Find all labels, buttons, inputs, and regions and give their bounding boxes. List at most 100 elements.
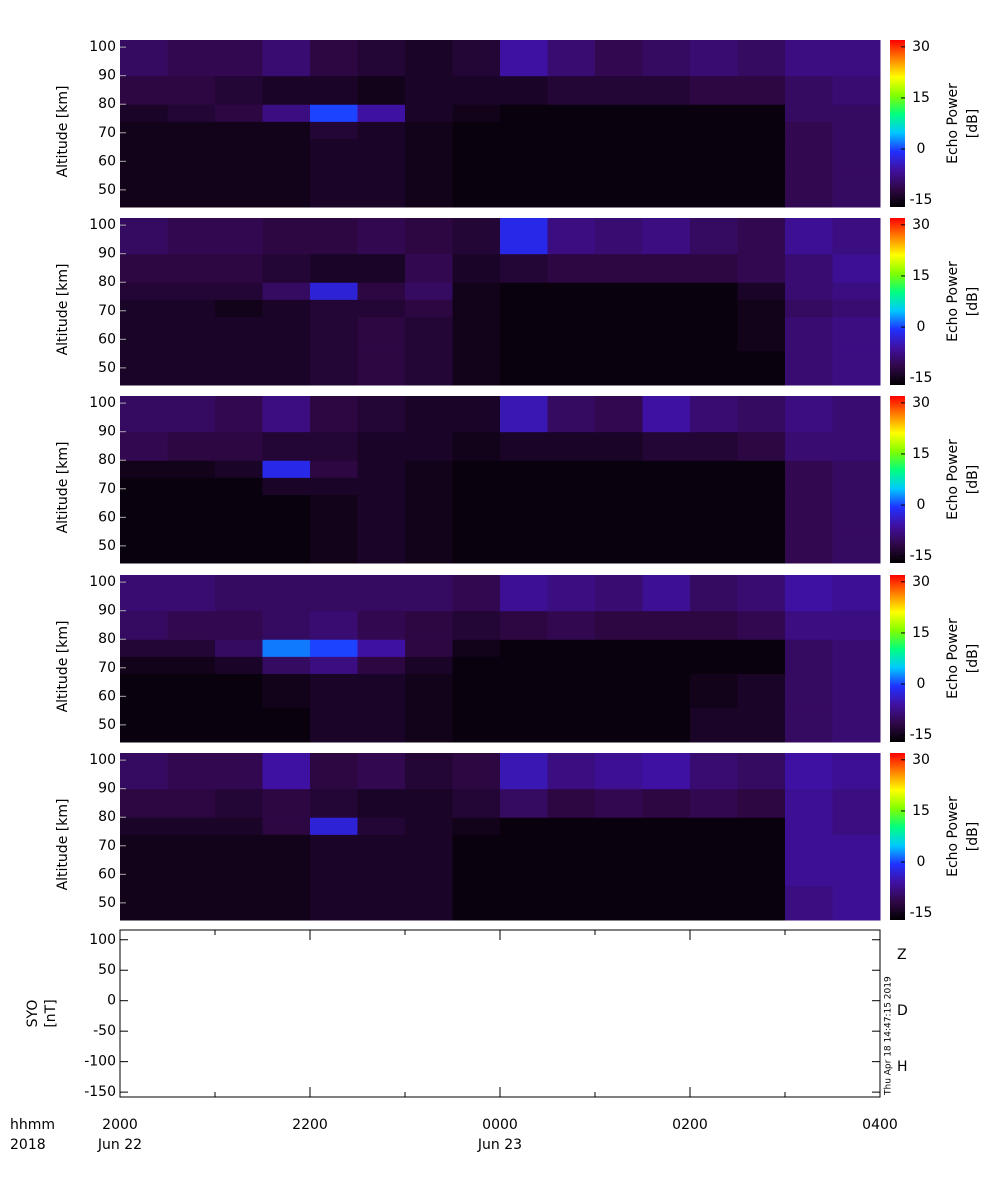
heatmap-cell [357, 431, 406, 461]
heatmap-cell [452, 396, 501, 433]
heatmap-cell [262, 817, 311, 835]
heatmap-cell [737, 299, 786, 317]
y-tick-label: 100 [89, 395, 116, 411]
heatmap-cell [405, 121, 453, 139]
heatmap-cell [167, 494, 216, 530]
heatmap-cell [262, 460, 311, 478]
heatmap-cell [120, 656, 168, 674]
heatmap-cell [215, 218, 263, 255]
heatmap-cell [405, 788, 453, 818]
heatmap-cell [452, 282, 501, 300]
heatmap-cell [262, 753, 311, 790]
heatmap-cell [500, 885, 548, 921]
heatmap-cell [120, 753, 168, 790]
heatmap-cell [500, 817, 548, 835]
heatmap-cell [595, 575, 643, 612]
heatmap-cell [832, 282, 881, 300]
heatmap-cell [262, 477, 311, 495]
heatmap-cell [547, 75, 596, 105]
heatmap-cell [547, 639, 596, 657]
heatmap-cell [642, 253, 691, 283]
heatmap-cell [405, 104, 453, 122]
colorbar-tick-label: 15 [912, 803, 930, 819]
heatmap-cell [215, 477, 263, 495]
heatmap-cell [452, 40, 501, 77]
y-tick-label: 100 [89, 217, 116, 233]
colorbar [890, 396, 905, 563]
colorbar-tick-label: 0 [917, 319, 926, 335]
heatmap-cell [832, 673, 881, 709]
colorbar [890, 575, 905, 742]
heatmap-cell [262, 121, 311, 139]
heatmap-cell [785, 885, 833, 921]
plot-frame [119, 929, 881, 1098]
heatmap-cell [642, 494, 691, 530]
heatmap-cell [832, 753, 881, 790]
heatmap-cell [737, 282, 786, 300]
heatmap-cell [357, 253, 406, 283]
y-tick-label: 80 [98, 809, 116, 825]
heatmap-cell [120, 834, 168, 852]
heatmap-cell [547, 753, 596, 790]
heatmap-cell [262, 639, 311, 657]
heatmap-cell [785, 104, 833, 122]
heatmap-cell [785, 494, 833, 530]
heatmap-cell [310, 656, 358, 674]
heatmap-cell [595, 75, 643, 105]
heatmap-cell [357, 753, 406, 790]
heatmap-cell [167, 121, 216, 139]
colorbar [890, 40, 905, 207]
heatmap-cell [215, 138, 263, 174]
heatmap-cell [642, 104, 691, 122]
heatmap-cell [215, 316, 263, 352]
heatmap-cell [500, 299, 548, 317]
heatmap-cell [357, 528, 406, 564]
heatmap-cell [785, 396, 833, 433]
heatmap-cell [452, 350, 501, 386]
heatmap-cell [642, 788, 691, 818]
heatmap-cell [120, 528, 168, 564]
heatmap-cell [737, 834, 786, 852]
heatmap-cell [120, 396, 168, 433]
heatmap-cell [167, 477, 216, 495]
heatmap-cell [357, 788, 406, 818]
heatmap-cell [215, 673, 263, 709]
heatmap-cell [452, 218, 501, 255]
colorbar-tick-label: 30 [912, 39, 930, 55]
heatmap-cell [595, 299, 643, 317]
heatmap-cell [500, 851, 548, 887]
heatmap-cell [547, 610, 596, 640]
heatmap-cell [595, 834, 643, 852]
heatmap-cell [690, 121, 738, 139]
heatmap-cell [785, 528, 833, 564]
heatmap-cell [642, 851, 691, 887]
heatmap-cell [785, 834, 833, 852]
heatmap-cell [405, 282, 453, 300]
heatmap-cell [120, 885, 168, 921]
heatmap-cell [737, 253, 786, 283]
heatmap-cell [262, 575, 311, 612]
heatmap-cell [690, 656, 738, 674]
colorbar-label: Echo Power [945, 439, 961, 520]
heatmap-cell [215, 299, 263, 317]
heatmap-cell [832, 528, 881, 564]
legend-entry: D [897, 1003, 908, 1019]
heatmap-cell [357, 673, 406, 709]
heatmap-cell [405, 885, 453, 921]
y-axis-label: [nT] [43, 999, 59, 1027]
heatmap-cell [452, 817, 501, 835]
heatmap-cell [690, 172, 738, 208]
heatmap-cell [405, 851, 453, 887]
heatmap-cell [120, 477, 168, 495]
y-tick-label: 90 [98, 68, 116, 84]
colorbar-tick-label: 0 [917, 141, 926, 157]
heatmap-cell [832, 460, 881, 478]
heatmap-cell [832, 121, 881, 139]
heatmap-cell [357, 817, 406, 835]
heatmap-cell [737, 477, 786, 495]
heatmap-cell [500, 396, 548, 433]
heatmap-cell [690, 788, 738, 818]
heatmap-cell [405, 639, 453, 657]
heatmap-cell [120, 172, 168, 208]
heatmap-cell [500, 431, 548, 461]
